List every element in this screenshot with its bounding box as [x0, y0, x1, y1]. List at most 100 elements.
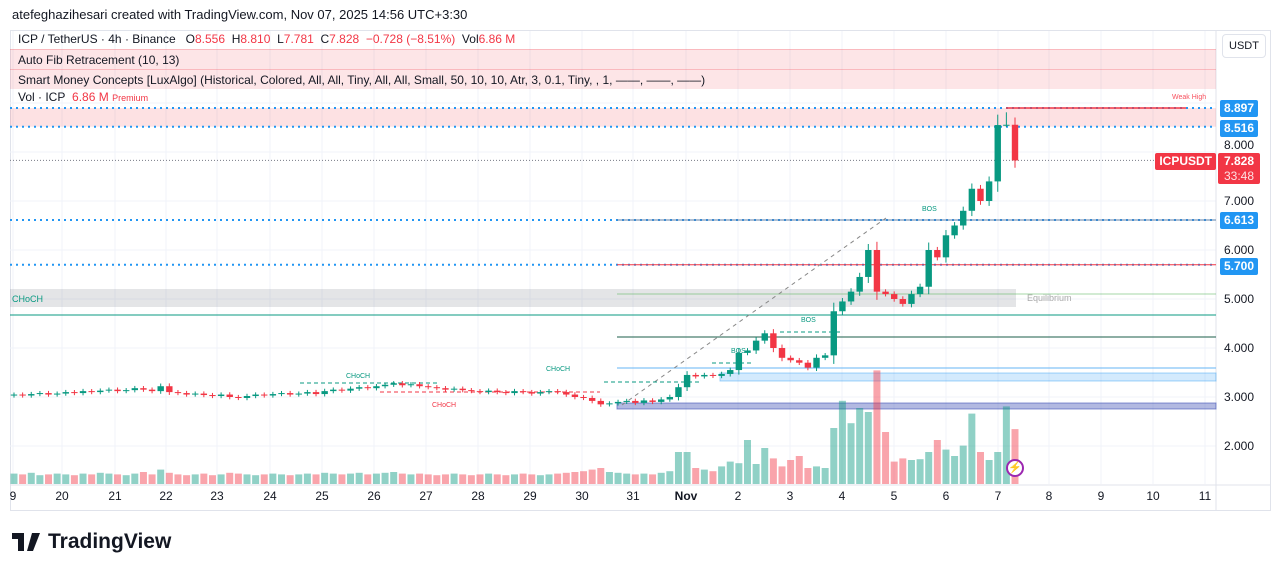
- price-label-fib: 8.516: [1220, 120, 1258, 137]
- time-tick: 11: [1198, 489, 1212, 503]
- time-tick: 31: [626, 489, 640, 503]
- volume-bar: [657, 472, 665, 484]
- volume-bar: [925, 452, 933, 484]
- candle-body: [519, 391, 527, 393]
- volume-bar: [571, 472, 579, 484]
- candle-body: [942, 235, 950, 258]
- candle-body: [908, 294, 915, 304]
- indicator-smc[interactable]: Smart Money Concepts [LuxAlgo] (Historic…: [10, 69, 1216, 89]
- candle-body: [459, 388, 466, 391]
- volume-bar: [459, 474, 467, 484]
- volume-bar: [778, 466, 786, 484]
- candle-body: [485, 390, 492, 393]
- candle-body: [36, 393, 44, 395]
- volume-bar: [131, 473, 139, 484]
- last-price-label: 7.828 33:48: [1218, 153, 1260, 184]
- volume-bar: [882, 432, 890, 484]
- volume-bar: [407, 474, 415, 484]
- candle-body: [649, 400, 656, 402]
- candle-body: [10, 394, 18, 396]
- time-tick: 10: [1146, 489, 1160, 503]
- candle-body: [657, 399, 665, 402]
- time-tick: 25: [315, 489, 329, 503]
- bos-label: BOS: [731, 348, 746, 355]
- candle-body: [278, 393, 285, 395]
- candle-body: [226, 394, 233, 397]
- equilibrium-zone: [10, 289, 1016, 307]
- volume-bar: [45, 474, 53, 484]
- candle-body: [899, 299, 907, 304]
- volume-bar: [70, 475, 78, 484]
- candle-body: [243, 396, 251, 398]
- volume-bar: [614, 472, 622, 484]
- bos-label: BOS: [801, 317, 816, 324]
- volume-bar: [580, 471, 588, 484]
- indicator-volume[interactable]: Vol · ICP 6.86 M Premium: [10, 90, 1216, 104]
- volume-bar: [416, 473, 424, 484]
- volume-bar: [355, 472, 363, 484]
- candle-body: [839, 301, 846, 312]
- volume-bar: [588, 469, 596, 484]
- low-value: 7.781: [283, 32, 314, 46]
- volume-bar: [502, 475, 510, 484]
- weak-high-label: Weak High: [1172, 94, 1207, 101]
- high-value: 8.810: [240, 32, 271, 46]
- indicator-auto-fib[interactable]: Auto Fib Retracement (10, 13): [10, 49, 1216, 69]
- volume-bar: [476, 474, 484, 484]
- candle-body: [304, 392, 311, 394]
- bar-countdown: 33:48: [1223, 169, 1255, 183]
- time-tick: 2: [734, 489, 742, 503]
- close-label: C: [320, 32, 330, 46]
- candle-body: [994, 125, 1001, 182]
- symbol-legend[interactable]: ICP / TetherUS · 4h · Binance O8.556 H8.…: [10, 29, 1216, 49]
- volume-bar: [243, 474, 251, 484]
- currency-button[interactable]: USDT: [1222, 34, 1266, 58]
- candle-body: [468, 390, 475, 392]
- time-tick: 3: [786, 489, 794, 503]
- candle-body: [752, 340, 760, 351]
- price-label-level: 5.700: [1220, 258, 1258, 275]
- candle-body: [502, 392, 510, 394]
- candle-body: [977, 188, 984, 201]
- choch-label: CHoCH: [546, 366, 571, 373]
- price-chart[interactable]: [0, 0, 1281, 520]
- candle-body: [813, 357, 820, 368]
- candle-body: [217, 394, 225, 397]
- candle-body: [545, 391, 553, 393]
- order-block: [719, 372, 1217, 382]
- volume-bar: [951, 456, 959, 484]
- candle-body: [666, 397, 674, 400]
- candle-body: [45, 393, 52, 395]
- candle-body: [554, 391, 561, 393]
- tradingview-logo[interactable]: TradingView: [12, 530, 171, 554]
- volume-bar: [390, 472, 398, 484]
- candle-body: [450, 388, 458, 390]
- candle-body: [960, 210, 967, 226]
- candle-body: [433, 387, 441, 389]
- candle-body: [968, 188, 976, 211]
- volume-bar: [295, 474, 303, 484]
- candle-body: [28, 394, 35, 396]
- volume-bar: [364, 474, 372, 484]
- candle-body: [174, 392, 182, 394]
- volume-bar: [424, 474, 432, 484]
- choch-label: CHoCH: [346, 373, 371, 380]
- volume-bar: [217, 474, 225, 484]
- candle-body: [744, 350, 751, 353]
- candle-body: [442, 388, 449, 390]
- candle-body: [252, 394, 259, 397]
- candle-body: [88, 391, 95, 393]
- candle-body: [847, 291, 855, 302]
- candle-body: [269, 394, 277, 396]
- volume-bar: [761, 448, 769, 484]
- lightning-event-icon[interactable]: ⚡: [1006, 459, 1024, 477]
- candle-body: [528, 392, 535, 394]
- candle-body: [563, 392, 570, 395]
- candle-body: [692, 374, 699, 377]
- candle-body: [778, 348, 786, 358]
- candle-body: [364, 387, 372, 389]
- fib-trend-line: [621, 217, 887, 406]
- candle-body: [200, 393, 208, 396]
- volume-bar: [994, 452, 1002, 484]
- volume-bar: [36, 475, 44, 484]
